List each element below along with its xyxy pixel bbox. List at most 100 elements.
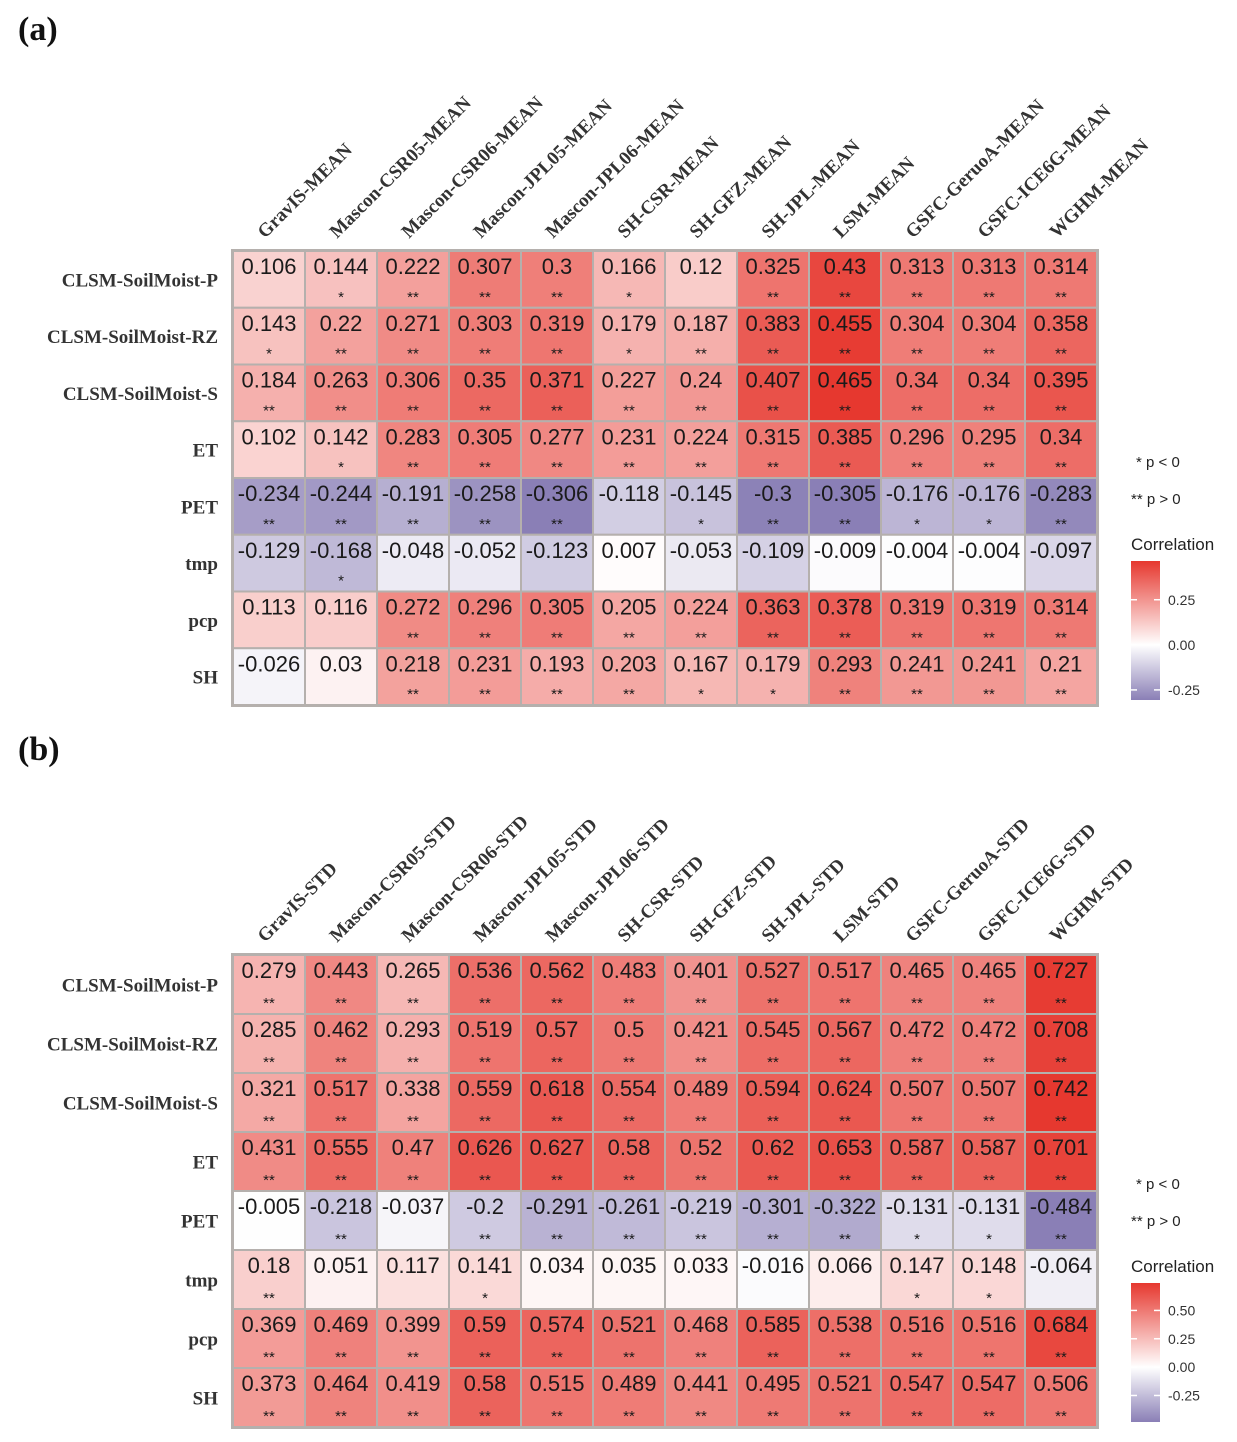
cell-rect: [1024, 1013, 1098, 1074]
cell-rect: [880, 250, 954, 309]
heatmap-cell: 0.653 **: [808, 1131, 882, 1192]
heatmap-cell: 0.102: [232, 420, 306, 479]
significance-mark: **: [335, 995, 347, 1012]
significance-mark: **: [407, 289, 419, 306]
cell-value: 0.395: [1033, 368, 1088, 393]
column-label: Mascon-CSR05-STD: [326, 812, 461, 947]
heatmap-cell: 0.22 **: [304, 306, 378, 366]
heatmap-cell: 0.517 **: [808, 954, 882, 1015]
heatmap-cell: -0.219 **: [664, 1190, 738, 1251]
row-label: ET: [193, 1153, 219, 1174]
heatmap-cell: 0.285 **: [232, 1013, 306, 1074]
cell-value: 0.555: [313, 1135, 368, 1160]
cell-rect: [664, 1131, 738, 1192]
cell-rect: [664, 363, 738, 423]
cell-value: 0.315: [745, 424, 800, 449]
significance-mark: **: [551, 1172, 563, 1189]
cell-value: 0.559: [457, 1076, 512, 1101]
cell-value: 0.369: [241, 1312, 296, 1337]
significance-mark: **: [983, 1172, 995, 1189]
cell-value: -0.291: [526, 1194, 588, 1219]
cell-value: 0.265: [385, 958, 440, 983]
cell-rect: [808, 647, 882, 706]
cell-value: 0.545: [745, 1017, 800, 1042]
heatmap-cell: 0.483 **: [592, 954, 666, 1015]
cell-rect: [736, 1072, 810, 1133]
cell-value: 0.321: [241, 1076, 296, 1101]
heatmap-cell: 0.142 *: [304, 420, 378, 479]
significance-mark: **: [911, 289, 923, 306]
significance-mark: **: [983, 1054, 995, 1071]
cell-rect: [520, 306, 594, 366]
significance-mark: **: [479, 1231, 491, 1248]
cell-rect: [736, 306, 810, 366]
significance-mark: **: [407, 459, 419, 476]
cell-value: -0.2: [466, 1194, 504, 1219]
cell-rect: [520, 477, 594, 536]
cell-value: 0.143: [241, 311, 296, 336]
legend: * p < 0 ** p > 0 Correlation 0.50 0.25 0.00 -0…: [1131, 1176, 1214, 1422]
heatmap-cell: 0.742 **: [1024, 1072, 1098, 1133]
heatmap-cell: 0.231 **: [448, 647, 522, 706]
heatmap-cell: 0.319 **: [880, 590, 954, 650]
cell-rect: [304, 954, 378, 1015]
row-label: tmp: [185, 554, 218, 575]
row-label: CLSM-SoilMoist-RZ: [47, 1035, 218, 1056]
heatmap-cell: 0.708 **: [1024, 1013, 1098, 1074]
legend-title: Correlation: [1131, 1257, 1214, 1276]
cell-value: 0.521: [817, 1371, 872, 1396]
cell-value: -0.219: [670, 1194, 732, 1219]
significance-mark: **: [767, 629, 779, 646]
heatmap-cell: 0.385 **: [808, 420, 882, 479]
cell-rect: [664, 1013, 738, 1074]
cell-rect: [448, 1072, 522, 1133]
heatmap-cell: 0.12: [664, 250, 738, 309]
significance-mark: **: [1055, 1054, 1067, 1071]
heatmap-cell: -0.261 **: [592, 1190, 666, 1251]
cell-value: 0.3: [542, 254, 573, 279]
heatmap-cell: 0.141 *: [448, 1249, 522, 1310]
cell-rect: [592, 1131, 666, 1192]
significance-mark: **: [695, 346, 707, 363]
heatmap-cell: 0.547 **: [880, 1367, 954, 1428]
heatmap-cell: 0.587 **: [952, 1131, 1026, 1192]
heatmap-cell: 0.325 **: [736, 250, 810, 309]
cell-value: 0.407: [745, 368, 800, 393]
significance-mark: **: [407, 1408, 419, 1425]
heatmap-cell: 0.401 **: [664, 954, 738, 1015]
significance-mark: **: [695, 1113, 707, 1130]
significance-mark: *: [266, 346, 272, 363]
significance-mark: **: [767, 1172, 779, 1189]
heatmap-cell: 0.224 **: [664, 420, 738, 479]
legend-sig-double: ** p > 0: [1131, 1213, 1181, 1230]
heatmap-cell: 0.465 **: [880, 954, 954, 1015]
cell-value: 0.179: [745, 651, 800, 676]
cell-value: -0.026: [238, 651, 300, 676]
column-label: GSFC-GeruoA-STD: [902, 814, 1034, 946]
heatmap-cell: 0.205 **: [592, 590, 666, 650]
significance-mark: *: [338, 459, 344, 476]
cell-value: 0.587: [889, 1135, 944, 1160]
cell-value: -0.305: [814, 481, 876, 506]
significance-mark: **: [335, 516, 347, 533]
column-label: Mascon-CSR06-STD: [398, 812, 533, 947]
cell-rect: [664, 533, 738, 593]
significance-mark: **: [1055, 1172, 1067, 1189]
cell-value: 0.465: [961, 958, 1016, 983]
heatmap-cell: 0.279 **: [232, 954, 306, 1015]
cell-value: 0.443: [313, 958, 368, 983]
heatmap-cell: 0.516 **: [880, 1308, 954, 1369]
significance-mark: **: [623, 686, 635, 703]
heatmap-cell: -0.3 **: [736, 477, 810, 536]
cell-value: 0.517: [817, 958, 872, 983]
cell-rect: [880, 1190, 954, 1251]
heatmap-cell: 0.547 **: [952, 1367, 1026, 1428]
cell-value: 0.489: [673, 1076, 728, 1101]
cell-value: 0.033: [673, 1253, 728, 1278]
significance-mark: *: [626, 289, 632, 306]
cell-value: 0.468: [673, 1312, 728, 1337]
panel-label: (a): [18, 11, 58, 48]
cell-value: 0.34: [968, 368, 1011, 393]
cell-value: 0.57: [536, 1017, 579, 1042]
